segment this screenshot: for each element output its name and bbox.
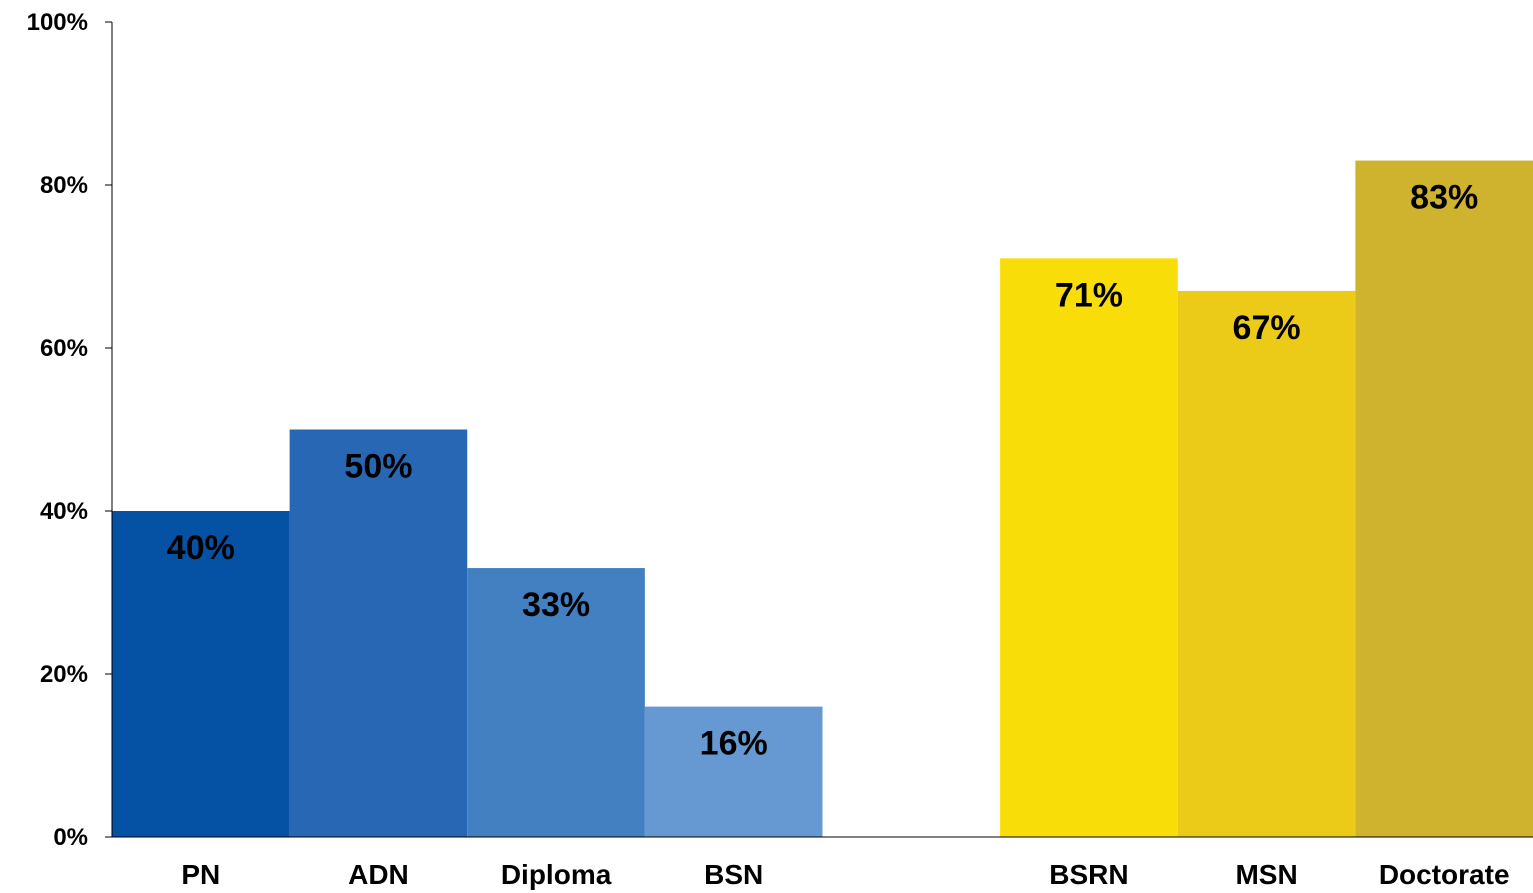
- data-label-diploma: 33%: [522, 586, 590, 624]
- y-tick-label: 40%: [40, 498, 88, 525]
- x-tick-label-diploma: Diploma: [501, 859, 612, 890]
- bar-bsrn: [1000, 258, 1178, 838]
- data-label-pn: 40%: [167, 529, 235, 567]
- y-tick-label: 0%: [53, 824, 88, 851]
- bar-adn: [289, 429, 468, 837]
- x-axis: PN ADN Diploma BSN BSRN MSN Doctorate: [112, 836, 1533, 890]
- data-label-msn: 67%: [1233, 309, 1301, 347]
- y-tick-label: 20%: [40, 661, 88, 688]
- y-tick-label: 80%: [40, 172, 88, 199]
- bar-bsn: [644, 706, 823, 837]
- data-label-doctorate: 83%: [1410, 179, 1478, 217]
- data-label-bsrn: 71%: [1055, 276, 1123, 314]
- y-tick-label: 100%: [27, 9, 88, 36]
- y-tick-label: 60%: [40, 335, 88, 362]
- bar-pn: [112, 511, 290, 837]
- x-tick-label-msn: MSN: [1235, 859, 1297, 890]
- x-tick-label-doctorate: Doctorate: [1379, 859, 1510, 890]
- bar-msn: [1177, 290, 1356, 837]
- bars-layer: [112, 160, 1533, 838]
- x-tick-label-adn: ADN: [348, 859, 409, 890]
- data-label-bsn: 16%: [700, 725, 768, 763]
- data-label-adn: 50%: [344, 448, 412, 486]
- y-axis: 0% 20% 40% 60% 80% 100%: [27, 9, 113, 851]
- x-tick-label-bsrn: BSRN: [1049, 859, 1128, 890]
- data-labels-layer: 40% 50% 33% 16% 71% 67% 83%: [167, 179, 1478, 763]
- bar-doctorate: [1355, 160, 1533, 838]
- x-tick-label-pn: PN: [181, 859, 220, 890]
- x-tick-label-bsn: BSN: [704, 859, 763, 890]
- bar-diploma: [467, 568, 645, 837]
